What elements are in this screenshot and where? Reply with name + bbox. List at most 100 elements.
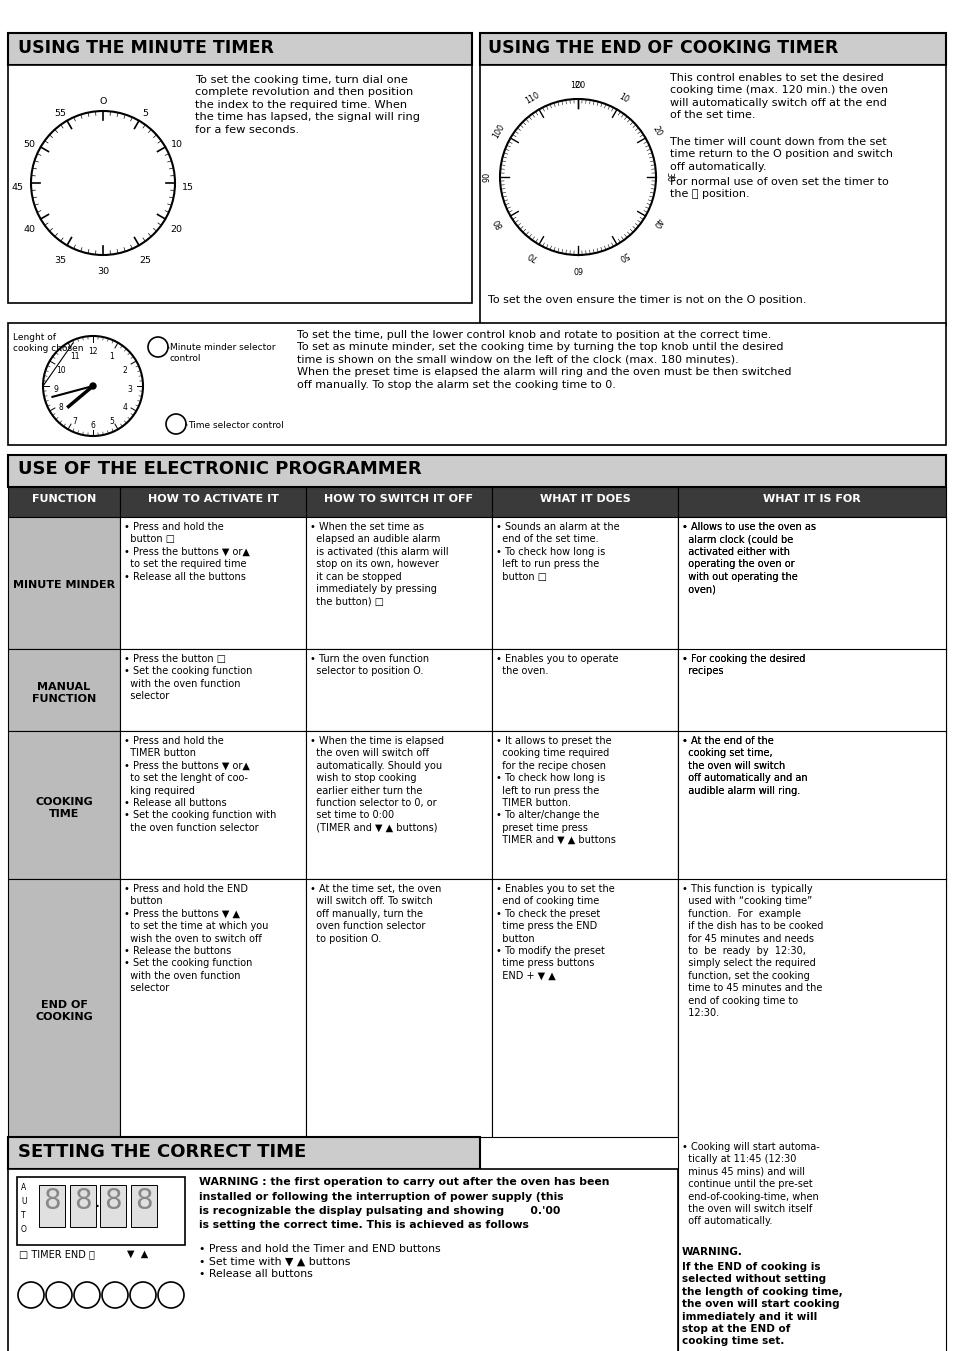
Bar	[17, 1177, 185, 1246]
Circle shape	[130, 1282, 156, 1308]
Text: • When the set time as
  elapsed an audible alarm
  is activated (this alarm wil: • When the set time as elapsed an audibl…	[310, 521, 448, 607]
Bar	[120, 648, 306, 731]
Text: • Turn the oven function
  selector to position O.: • Turn the oven function selector to pos…	[310, 654, 429, 677]
Text: • Sounds an alarm at the
  end of the set time.
• To check how long is
  left to: • Sounds an alarm at the end of the set …	[496, 521, 619, 581]
Bar	[492, 648, 678, 731]
Text: 8: 8	[135, 1188, 152, 1215]
Bar	[100, 1185, 126, 1227]
Text: 3: 3	[128, 385, 132, 393]
Bar	[8, 880, 120, 1138]
Circle shape	[148, 336, 168, 357]
Text: 15: 15	[182, 182, 193, 192]
Text: 90: 90	[482, 172, 491, 182]
Text: ▼  ▲: ▼ ▲	[127, 1250, 148, 1259]
Text: 100: 100	[491, 123, 506, 141]
Text: 10: 10	[56, 366, 66, 376]
Circle shape	[499, 99, 656, 255]
Text: • Enables you to operate
  the oven.: • Enables you to operate the oven.	[496, 654, 618, 677]
Text: • Press and hold the
  TIMER button
• Press the buttons ▼ or▲
  to set the lengh: • Press and hold the TIMER button • Pres…	[124, 736, 276, 832]
Bar	[479, 65, 945, 326]
Text: • Enables you to set the
  end of cooking time
• To check the preset
  time pres: • Enables you to set the end of cooking …	[496, 884, 614, 981]
Text: The timer will count down from the set
time return to the O position and switch
: The timer will count down from the set t…	[669, 136, 892, 172]
Circle shape	[43, 336, 143, 436]
Text: 4: 4	[123, 403, 128, 412]
Text: • Allows to use the oven as
  alarm clock (could be
  activated either with
  op: • Allows to use the oven as alarm clock …	[681, 521, 815, 594]
Text: 20: 20	[650, 124, 662, 138]
Text: If the END of cooking is
selected without setting
the length of cooking time,
th: If the END of cooking is selected withou…	[681, 1262, 841, 1347]
Text: 50: 50	[24, 141, 35, 149]
Circle shape	[166, 413, 186, 434]
Text: USING THE MINUTE TIMER: USING THE MINUTE TIMER	[18, 39, 274, 57]
Text: • Press and hold the
  button □
• Press the buttons ▼ or▲
  to set the required : • Press and hold the button □ • Press th…	[124, 521, 250, 581]
Text: 110: 110	[523, 91, 540, 105]
Bar	[8, 455, 945, 486]
Bar	[306, 648, 492, 731]
Bar	[678, 517, 945, 1351]
Text: A: A	[21, 1183, 27, 1192]
Text: • Press the button □
• Set the cooking function
  with the oven function
  selec: • Press the button □ • Set the cooking f…	[124, 654, 253, 701]
Bar	[120, 880, 306, 1138]
Bar	[8, 731, 120, 880]
Bar	[479, 32, 945, 65]
Text: WARNING.: WARNING.	[681, 1247, 742, 1256]
Text: 7: 7	[72, 416, 77, 426]
Text: USING THE END OF COOKING TIMER: USING THE END OF COOKING TIMER	[488, 39, 838, 57]
Bar	[8, 323, 945, 444]
Bar	[492, 486, 678, 517]
Bar	[39, 1185, 65, 1227]
Text: 1: 1	[109, 353, 113, 362]
Bar	[131, 1185, 157, 1227]
Text: .: .	[94, 1193, 99, 1210]
Bar	[8, 1169, 678, 1351]
Text: O: O	[99, 97, 107, 107]
Bar	[8, 65, 472, 303]
Text: 30: 30	[97, 267, 109, 277]
Text: • Cooking will start automa-
  tically at 11:45 (12:30
  minus 45 mins) and will: • Cooking will start automa- tically at …	[681, 1142, 819, 1227]
Text: WHAT IT DOES: WHAT IT DOES	[539, 494, 630, 504]
Circle shape	[30, 111, 174, 255]
Bar	[120, 517, 306, 648]
Bar	[8, 648, 120, 731]
Text: WARNING : the first operation to carry out after the oven has been: WARNING : the first operation to carry o…	[199, 1177, 609, 1188]
Text: 35: 35	[54, 257, 67, 265]
Text: Lenght of
cooking chosen: Lenght of cooking chosen	[13, 332, 84, 353]
Bar	[70, 1185, 96, 1227]
Bar	[8, 1138, 479, 1169]
Text: • When the time is elapsed
  the oven will switch off
  automatically. Should yo: • When the time is elapsed the oven will…	[310, 736, 443, 832]
Text: 120: 120	[570, 81, 585, 91]
Text: • This function is  typically
  used with “cooking time”
  function.  For  examp: • This function is typically used with “…	[681, 884, 822, 1019]
Circle shape	[74, 1282, 100, 1308]
Bar	[492, 880, 678, 1138]
Bar	[678, 648, 945, 731]
Circle shape	[90, 382, 96, 389]
Text: is setting the correct time. This is achieved as follows: is setting the correct time. This is ach…	[199, 1220, 528, 1231]
Text: MANUAL
FUNCTION: MANUAL FUNCTION	[31, 682, 96, 704]
Text: For normal use of oven set the timer to
the ⛳ position.: For normal use of oven set the timer to …	[669, 177, 888, 200]
Circle shape	[102, 1282, 128, 1308]
Text: 12: 12	[89, 347, 97, 357]
Text: 40: 40	[650, 216, 662, 230]
Text: 30: 30	[664, 172, 673, 182]
Bar	[8, 517, 120, 648]
Text: • At the end of the
  cooking set time,
  the oven will switch
  off automatical: • At the end of the cooking set time, th…	[681, 736, 807, 796]
Text: • Press and hold the END
  button
• Press the buttons ▼ ▲
  to set the time at w: • Press and hold the END button • Press …	[124, 884, 268, 993]
Bar	[8, 32, 472, 65]
Bar	[306, 486, 492, 517]
Bar	[306, 517, 492, 648]
Bar	[306, 880, 492, 1138]
Text: COOKING
TIME: COOKING TIME	[35, 797, 92, 820]
Text: 55: 55	[54, 109, 67, 118]
Text: 10: 10	[617, 92, 629, 104]
Text: 60: 60	[573, 263, 582, 273]
Text: 8: 8	[74, 1188, 91, 1215]
Text: U: U	[21, 1197, 27, 1206]
Bar	[306, 731, 492, 880]
Text: 9: 9	[53, 385, 58, 393]
Text: 80: 80	[493, 216, 505, 230]
Text: • At the end of the
  cooking set time,
  the oven will switch
  off automatical: • At the end of the cooking set time, th…	[681, 736, 807, 796]
Text: T: T	[21, 1210, 26, 1220]
Circle shape	[46, 1282, 71, 1308]
Text: • Press and hold the Timer and END buttons
• Set time with ▼ ▲ buttons
• Release: • Press and hold the Timer and END butto…	[199, 1244, 440, 1279]
Text: 40: 40	[24, 226, 35, 234]
Text: 11: 11	[70, 353, 79, 362]
